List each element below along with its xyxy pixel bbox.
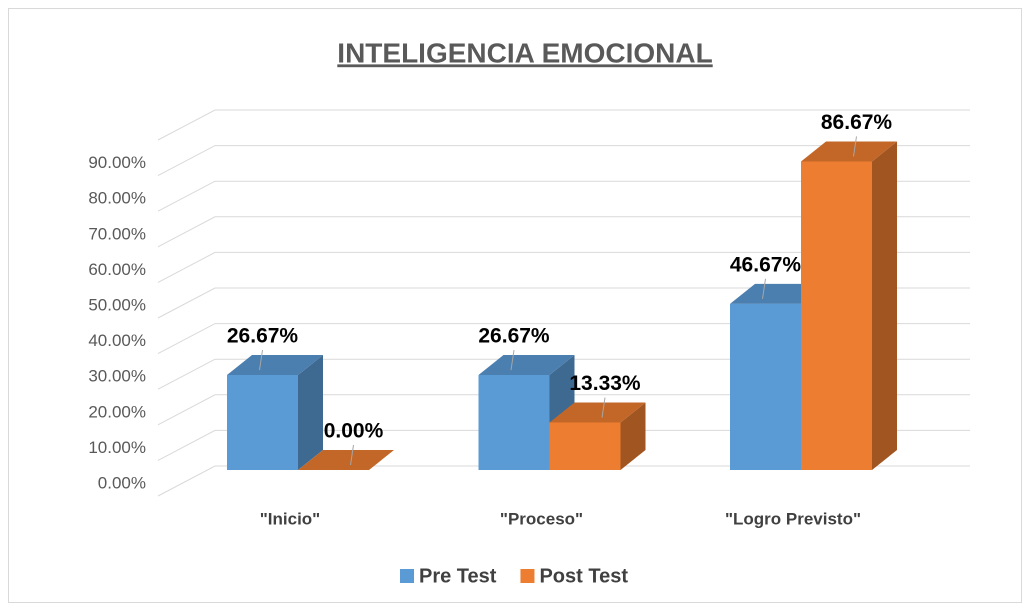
bar <box>227 355 323 470</box>
data-label: 86.67% <box>821 111 893 134</box>
bar-face <box>298 450 394 470</box>
bar-face <box>478 355 575 376</box>
leader-line <box>853 136 857 157</box>
grid-line <box>157 180 970 212</box>
bar-face <box>549 422 621 470</box>
data-label: 46.67% <box>730 253 802 276</box>
bar-face <box>872 141 897 470</box>
grid-line <box>157 287 970 319</box>
grid-line <box>157 358 970 390</box>
y-tick-label: 90.00% <box>88 153 146 172</box>
data-label: 26.67% <box>227 325 299 348</box>
y-tick-label: 60.00% <box>88 260 146 279</box>
bar-face <box>227 375 298 470</box>
x-tick-label: "Proceso" <box>500 509 583 528</box>
legend-label: Pre Test <box>419 565 497 587</box>
data-label: 0.00% <box>324 420 384 443</box>
data-label: 26.67% <box>478 325 550 348</box>
y-tick-label: 20.00% <box>88 402 146 421</box>
y-tick-label: 30.00% <box>88 367 146 386</box>
grid-line <box>157 145 970 177</box>
bar-face <box>801 141 897 162</box>
bar-face <box>620 402 646 470</box>
grid-line <box>157 323 970 355</box>
grid-line <box>157 394 970 426</box>
legend-swatch <box>520 569 535 583</box>
bar <box>549 402 646 470</box>
grid-line <box>157 216 970 248</box>
bar-face <box>298 355 323 470</box>
bar <box>298 450 394 470</box>
leader-line <box>510 349 515 371</box>
grid-line <box>157 465 970 497</box>
y-tick-label: 10.00% <box>88 438 146 457</box>
y-tick-label: 40.00% <box>88 331 146 350</box>
y-tick-label: 80.00% <box>88 189 146 208</box>
leader-line <box>259 349 263 371</box>
legend-swatch <box>400 569 414 583</box>
chart-title: INTELIGENCIA EMOCIONAL <box>337 37 712 68</box>
x-tick-label: "Logro Previsto" <box>725 509 861 528</box>
leader-line <box>762 278 766 299</box>
x-tick-label: "Inicio" <box>260 509 321 528</box>
leader-line <box>601 397 606 418</box>
grid-line <box>157 251 970 283</box>
legend-label: Post Test <box>539 565 628 587</box>
y-tick-label: 70.00% <box>88 224 146 243</box>
bar-face <box>801 161 872 470</box>
bar-face <box>549 402 646 423</box>
y-tick-label: 0.00% <box>98 473 146 492</box>
data-label: 13.33% <box>569 372 641 395</box>
grid-line <box>157 109 970 141</box>
y-tick-label: 50.00% <box>88 295 146 314</box>
bar <box>801 141 897 470</box>
grid-line <box>157 429 970 461</box>
leader-line <box>350 444 354 466</box>
bar-face <box>227 355 323 376</box>
bar-face <box>478 375 550 470</box>
bar-face <box>730 303 801 470</box>
